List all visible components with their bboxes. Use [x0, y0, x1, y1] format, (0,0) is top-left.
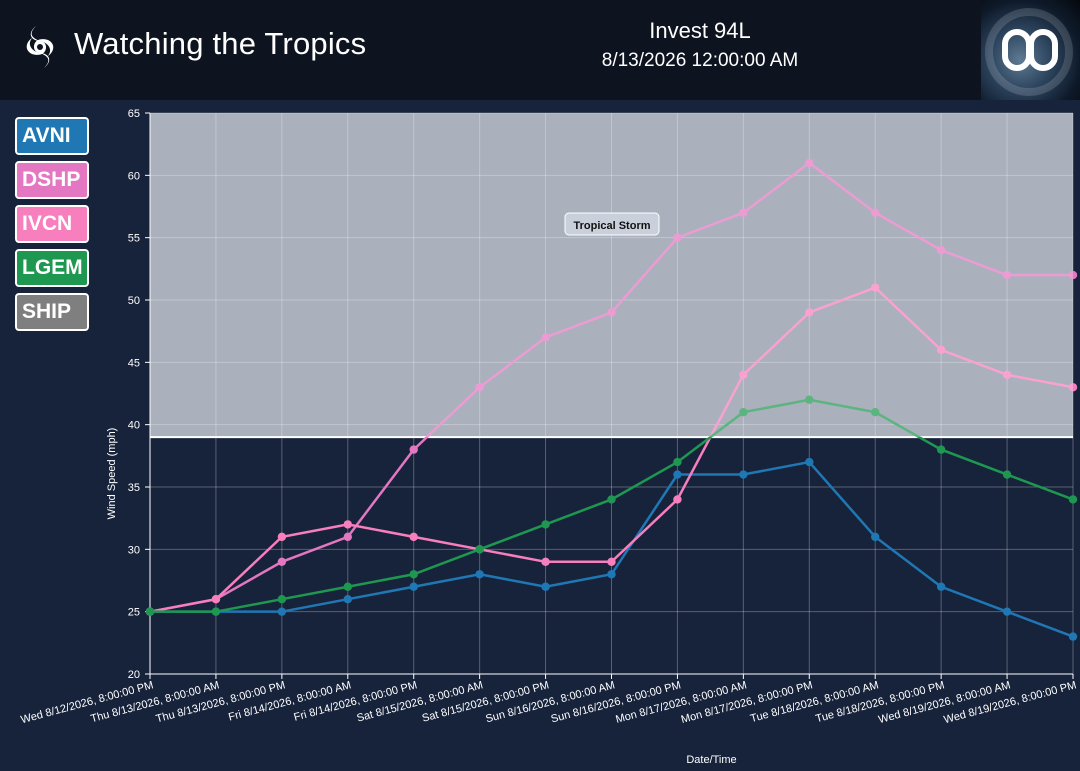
y-tick-label: 60: [128, 170, 140, 182]
storm-name: Invest 94L: [649, 18, 751, 43]
data-point-ivcn[interactable]: [607, 557, 616, 566]
y-tick-label: 35: [128, 482, 140, 494]
data-point-lgem[interactable]: [739, 408, 748, 417]
data-point-ivcn[interactable]: [343, 520, 352, 529]
y-tick-label: 40: [128, 420, 140, 432]
data-point-ivcn[interactable]: [936, 345, 946, 355]
model-legend: AVNI DSHP IVCN LGEM SHIP: [15, 117, 93, 337]
data-point-ivcn[interactable]: [541, 557, 550, 566]
tropical-storm-label-text: Tropical Storm: [573, 220, 650, 232]
data-point-lgem[interactable]: [1068, 495, 1078, 504]
data-point-lgem[interactable]: [673, 457, 682, 467]
data-point-ivcn[interactable]: [805, 308, 814, 317]
data-point-ivcn[interactable]: [673, 495, 682, 504]
data-point-avni[interactable]: [541, 582, 550, 591]
tropical-storm-region: [150, 113, 1073, 438]
data-point-lgem[interactable]: [541, 520, 550, 529]
x-axis-title: Date/Time: [686, 754, 736, 766]
data-point-ivcn[interactable]: [1002, 370, 1012, 379]
data-point-dshp[interactable]: [277, 557, 287, 566]
series-lgem: [145, 395, 1078, 616]
legend-button-ivcn[interactable]: IVCN: [15, 205, 89, 243]
data-point-lgem[interactable]: [936, 445, 946, 454]
data-point-ivcn[interactable]: [211, 595, 221, 604]
data-point-dshp[interactable]: [475, 383, 484, 392]
threshold-overlay: [150, 113, 1073, 438]
data-point-avni[interactable]: [1002, 607, 1012, 616]
data-point-dshp[interactable]: [805, 158, 814, 168]
data-point-dshp[interactable]: [409, 445, 418, 454]
data-point-dshp[interactable]: [1068, 270, 1078, 280]
data-point-ivcn[interactable]: [1068, 383, 1078, 392]
tropical-storm-label: Tropical Storm: [564, 212, 660, 236]
data-point-lgem[interactable]: [871, 408, 880, 417]
y-tick-label: 30: [128, 544, 140, 556]
data-point-avni[interactable]: [871, 532, 880, 542]
data-point-avni[interactable]: [475, 570, 484, 579]
data-point-dshp[interactable]: [936, 245, 946, 255]
y-tick-label: 50: [128, 295, 140, 307]
data-point-avni[interactable]: [409, 582, 418, 591]
app-title: Watching the Tropics: [74, 26, 367, 61]
data-point-dshp[interactable]: [1002, 270, 1012, 280]
data-point-ivcn[interactable]: [277, 532, 287, 542]
y-tick-label: 20: [128, 669, 140, 681]
data-point-lgem[interactable]: [805, 395, 814, 404]
data-point-dshp[interactable]: [739, 208, 748, 217]
data-point-lgem[interactable]: [409, 570, 418, 579]
header-bar: Watching the Tropics Invest 94L 8/13/202…: [0, 0, 1080, 100]
y-tick-label: 25: [128, 607, 140, 619]
data-point-lgem[interactable]: [1002, 470, 1012, 479]
data-point-lgem[interactable]: [211, 607, 221, 616]
data-point-lgem[interactable]: [277, 595, 287, 604]
data-point-avni[interactable]: [936, 582, 946, 591]
dd-logo-icon: [981, 0, 1080, 100]
data-point-lgem[interactable]: [145, 607, 155, 616]
data-point-ivcn[interactable]: [409, 532, 418, 542]
data-point-dshp[interactable]: [673, 233, 682, 242]
legend-button-avni[interactable]: AVNI: [15, 117, 89, 155]
data-point-dshp[interactable]: [871, 208, 880, 217]
tropical-storm-label-box: [564, 212, 660, 236]
y-tick-label: 45: [128, 357, 140, 369]
data-point-avni[interactable]: [607, 570, 616, 579]
data-point-dshp[interactable]: [607, 308, 616, 317]
hurricane-icon: [26, 26, 54, 68]
data-point-avni[interactable]: [805, 457, 814, 467]
data-point-ivcn[interactable]: [871, 283, 880, 292]
data-point-ivcn[interactable]: [739, 370, 748, 379]
storm-timestamp: 8/13/2026 12:00:00 AM: [601, 50, 799, 71]
data-point-avni[interactable]: [1068, 632, 1078, 641]
data-point-avni[interactable]: [673, 470, 682, 479]
legend-button-ship[interactable]: SHIP: [15, 293, 89, 331]
data-point-dshp[interactable]: [541, 333, 550, 342]
data-point-avni[interactable]: [343, 595, 352, 604]
data-point-lgem[interactable]: [343, 582, 352, 591]
y-tick-label: 65: [128, 108, 140, 120]
legend-button-dshp[interactable]: DSHP: [15, 161, 89, 199]
data-point-lgem[interactable]: [607, 495, 616, 504]
data-point-lgem[interactable]: [475, 545, 484, 554]
data-point-dshp[interactable]: [343, 532, 352, 542]
data-point-avni[interactable]: [739, 470, 748, 479]
y-axis-title: Wind Speed (mph): [106, 428, 118, 520]
legend-button-lgem[interactable]: LGEM: [15, 249, 89, 287]
y-tick-label: 55: [128, 233, 140, 245]
data-point-avni[interactable]: [277, 607, 287, 616]
